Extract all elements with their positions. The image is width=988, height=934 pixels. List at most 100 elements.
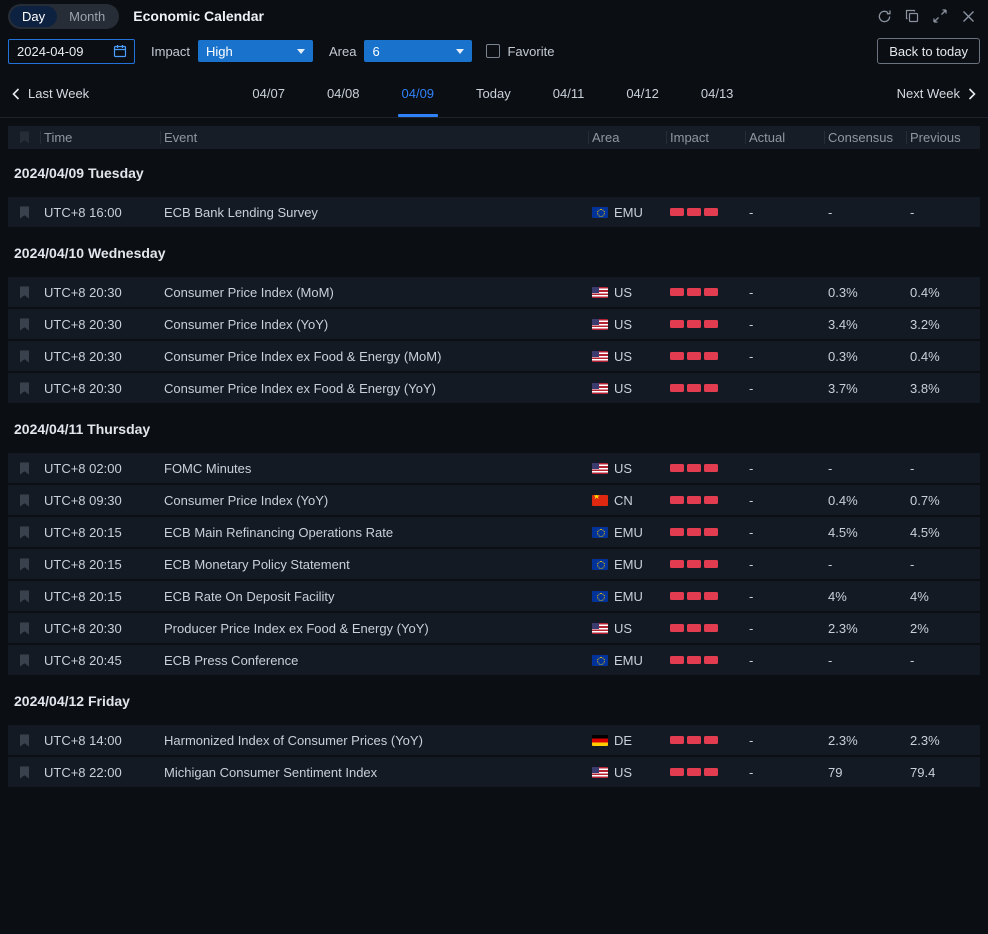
- table-row[interactable]: UTC+8 16:00ECB Bank Lending SurveyEMU---: [8, 197, 980, 227]
- consensus-value: 3.4%: [824, 317, 906, 332]
- bookmark-icon[interactable]: [8, 462, 40, 475]
- bookmark-icon[interactable]: [8, 318, 40, 331]
- event-area: US: [588, 381, 666, 396]
- table-row[interactable]: UTC+8 20:15ECB Rate On Deposit FacilityE…: [8, 581, 980, 611]
- bookmark-icon[interactable]: [8, 494, 40, 507]
- impact-bar: [670, 560, 684, 568]
- event-time: UTC+8 20:30: [40, 317, 160, 332]
- table-row[interactable]: UTC+8 20:30Consumer Price Index ex Food …: [8, 373, 980, 403]
- chevron-left-icon: [12, 88, 20, 100]
- impact-bar: [704, 496, 718, 504]
- previous-value: 4.5%: [906, 525, 980, 540]
- table-row[interactable]: UTC+8 20:30Consumer Price Index (YoY)US-…: [8, 309, 980, 339]
- bookmark-icon[interactable]: [8, 382, 40, 395]
- table-row[interactable]: UTC+8 20:30Consumer Price Index ex Food …: [8, 341, 980, 371]
- calendar-icon: [113, 44, 127, 58]
- consensus-value: 0.3%: [824, 349, 906, 364]
- table-row[interactable]: UTC+8 14:00Harmonized Index of Consumer …: [8, 725, 980, 755]
- impact-bar: [670, 656, 684, 664]
- popout-icon[interactable]: [904, 8, 920, 24]
- last-week-button[interactable]: Last Week: [12, 70, 89, 117]
- bookmark-icon[interactable]: [8, 734, 40, 747]
- day-tab-04-11[interactable]: 04/11: [549, 70, 589, 117]
- impact-bar: [704, 560, 718, 568]
- table-row[interactable]: UTC+8 20:45ECB Press ConferenceEMU---: [8, 645, 980, 675]
- consensus-value: -: [824, 205, 906, 220]
- area-code: US: [614, 461, 632, 476]
- bookmark-icon[interactable]: [8, 654, 40, 667]
- day-tabs: 04/07 04/08 04/09 Today 04/11 04/12 04/13: [89, 70, 896, 117]
- impact-bar: [687, 656, 701, 664]
- day-tab-04-09[interactable]: 04/09: [398, 70, 439, 117]
- event-area: EMU: [588, 205, 666, 220]
- area-code: EMU: [614, 205, 643, 220]
- table-row[interactable]: UTC+8 20:30Producer Price Index ex Food …: [8, 613, 980, 643]
- impact-bar: [687, 592, 701, 600]
- event-name: ECB Main Refinancing Operations Rate: [160, 525, 588, 540]
- bookmark-icon[interactable]: [8, 526, 40, 539]
- table-row[interactable]: UTC+8 09:30Consumer Price Index (YoY)CN-…: [8, 485, 980, 515]
- consensus-value: 3.7%: [824, 381, 906, 396]
- event-time: UTC+8 20:30: [40, 285, 160, 300]
- actual-value: -: [745, 525, 824, 540]
- date-group-header: 2024/04/12 Friday: [8, 677, 980, 725]
- impact-select[interactable]: High: [198, 40, 313, 62]
- tab-day[interactable]: Day: [10, 6, 57, 27]
- impact-indicator: [666, 768, 745, 776]
- page-title: Economic Calendar: [133, 8, 264, 24]
- bookmark-icon[interactable]: [8, 622, 40, 635]
- bookmark-icon[interactable]: [8, 558, 40, 571]
- next-week-button[interactable]: Next Week: [897, 70, 976, 117]
- area-code: EMU: [614, 589, 643, 604]
- bookmark-icon[interactable]: [8, 590, 40, 603]
- table-row[interactable]: UTC+8 20:30Consumer Price Index (MoM)US-…: [8, 277, 980, 307]
- event-time: UTC+8 20:45: [40, 653, 160, 668]
- consensus-value: -: [824, 653, 906, 668]
- table-row[interactable]: UTC+8 20:15ECB Monetary Policy Statement…: [8, 549, 980, 579]
- day-tab-04-07[interactable]: 04/07: [248, 70, 289, 117]
- favorite-checkbox[interactable]: [486, 44, 500, 58]
- view-toggle: Day Month: [8, 4, 119, 29]
- event-name: Consumer Price Index ex Food & Energy (Y…: [160, 381, 588, 396]
- impact-bar: [687, 352, 701, 360]
- day-tab-today[interactable]: Today: [472, 70, 515, 117]
- column-header-impact: Impact: [666, 126, 745, 149]
- favorite-label: Favorite: [507, 44, 554, 59]
- actual-value: -: [745, 317, 824, 332]
- column-header-area: Area: [588, 126, 666, 149]
- impact-bar: [670, 208, 684, 216]
- consensus-value: 4%: [824, 589, 906, 604]
- event-time: UTC+8 20:30: [40, 349, 160, 364]
- date-picker[interactable]: 2024-04-09: [8, 39, 135, 64]
- bookmark-icon[interactable]: [8, 206, 40, 219]
- close-icon[interactable]: [960, 8, 976, 24]
- event-name: Producer Price Index ex Food & Energy (Y…: [160, 621, 588, 636]
- bookmark-icon[interactable]: [8, 350, 40, 363]
- filter-bar: 2024-04-09 Impact High Area 6 Favorite B…: [0, 32, 988, 70]
- day-tab-04-12[interactable]: 04/12: [622, 70, 663, 117]
- previous-value: 0.7%: [906, 493, 980, 508]
- day-tab-04-13[interactable]: 04/13: [697, 70, 738, 117]
- table-row[interactable]: UTC+8 20:15ECB Main Refinancing Operatio…: [8, 517, 980, 547]
- table-row[interactable]: UTC+8 22:00Michigan Consumer Sentiment I…: [8, 757, 980, 787]
- event-area: CN: [588, 493, 666, 508]
- impact-bar: [687, 384, 701, 392]
- back-to-today-button[interactable]: Back to today: [877, 38, 980, 64]
- day-tab-04-08[interactable]: 04/08: [323, 70, 364, 117]
- previous-value: -: [906, 653, 980, 668]
- area-select[interactable]: 6: [364, 40, 472, 62]
- column-header-event: Event: [160, 126, 588, 149]
- event-time: UTC+8 14:00: [40, 733, 160, 748]
- area-code: US: [614, 317, 632, 332]
- tab-month[interactable]: Month: [57, 6, 117, 27]
- bookmark-icon[interactable]: [8, 766, 40, 779]
- bookmark-icon[interactable]: [8, 286, 40, 299]
- impact-indicator: [666, 208, 745, 216]
- impact-indicator: [666, 624, 745, 632]
- table-row[interactable]: UTC+8 02:00FOMC MinutesUS---: [8, 453, 980, 483]
- impact-bar: [670, 736, 684, 744]
- economic-calendar-window: Day Month Economic Calendar 2024-04-09: [0, 0, 988, 934]
- refresh-icon[interactable]: [876, 8, 892, 24]
- fullscreen-icon[interactable]: [932, 8, 948, 24]
- impact-indicator: [666, 288, 745, 296]
